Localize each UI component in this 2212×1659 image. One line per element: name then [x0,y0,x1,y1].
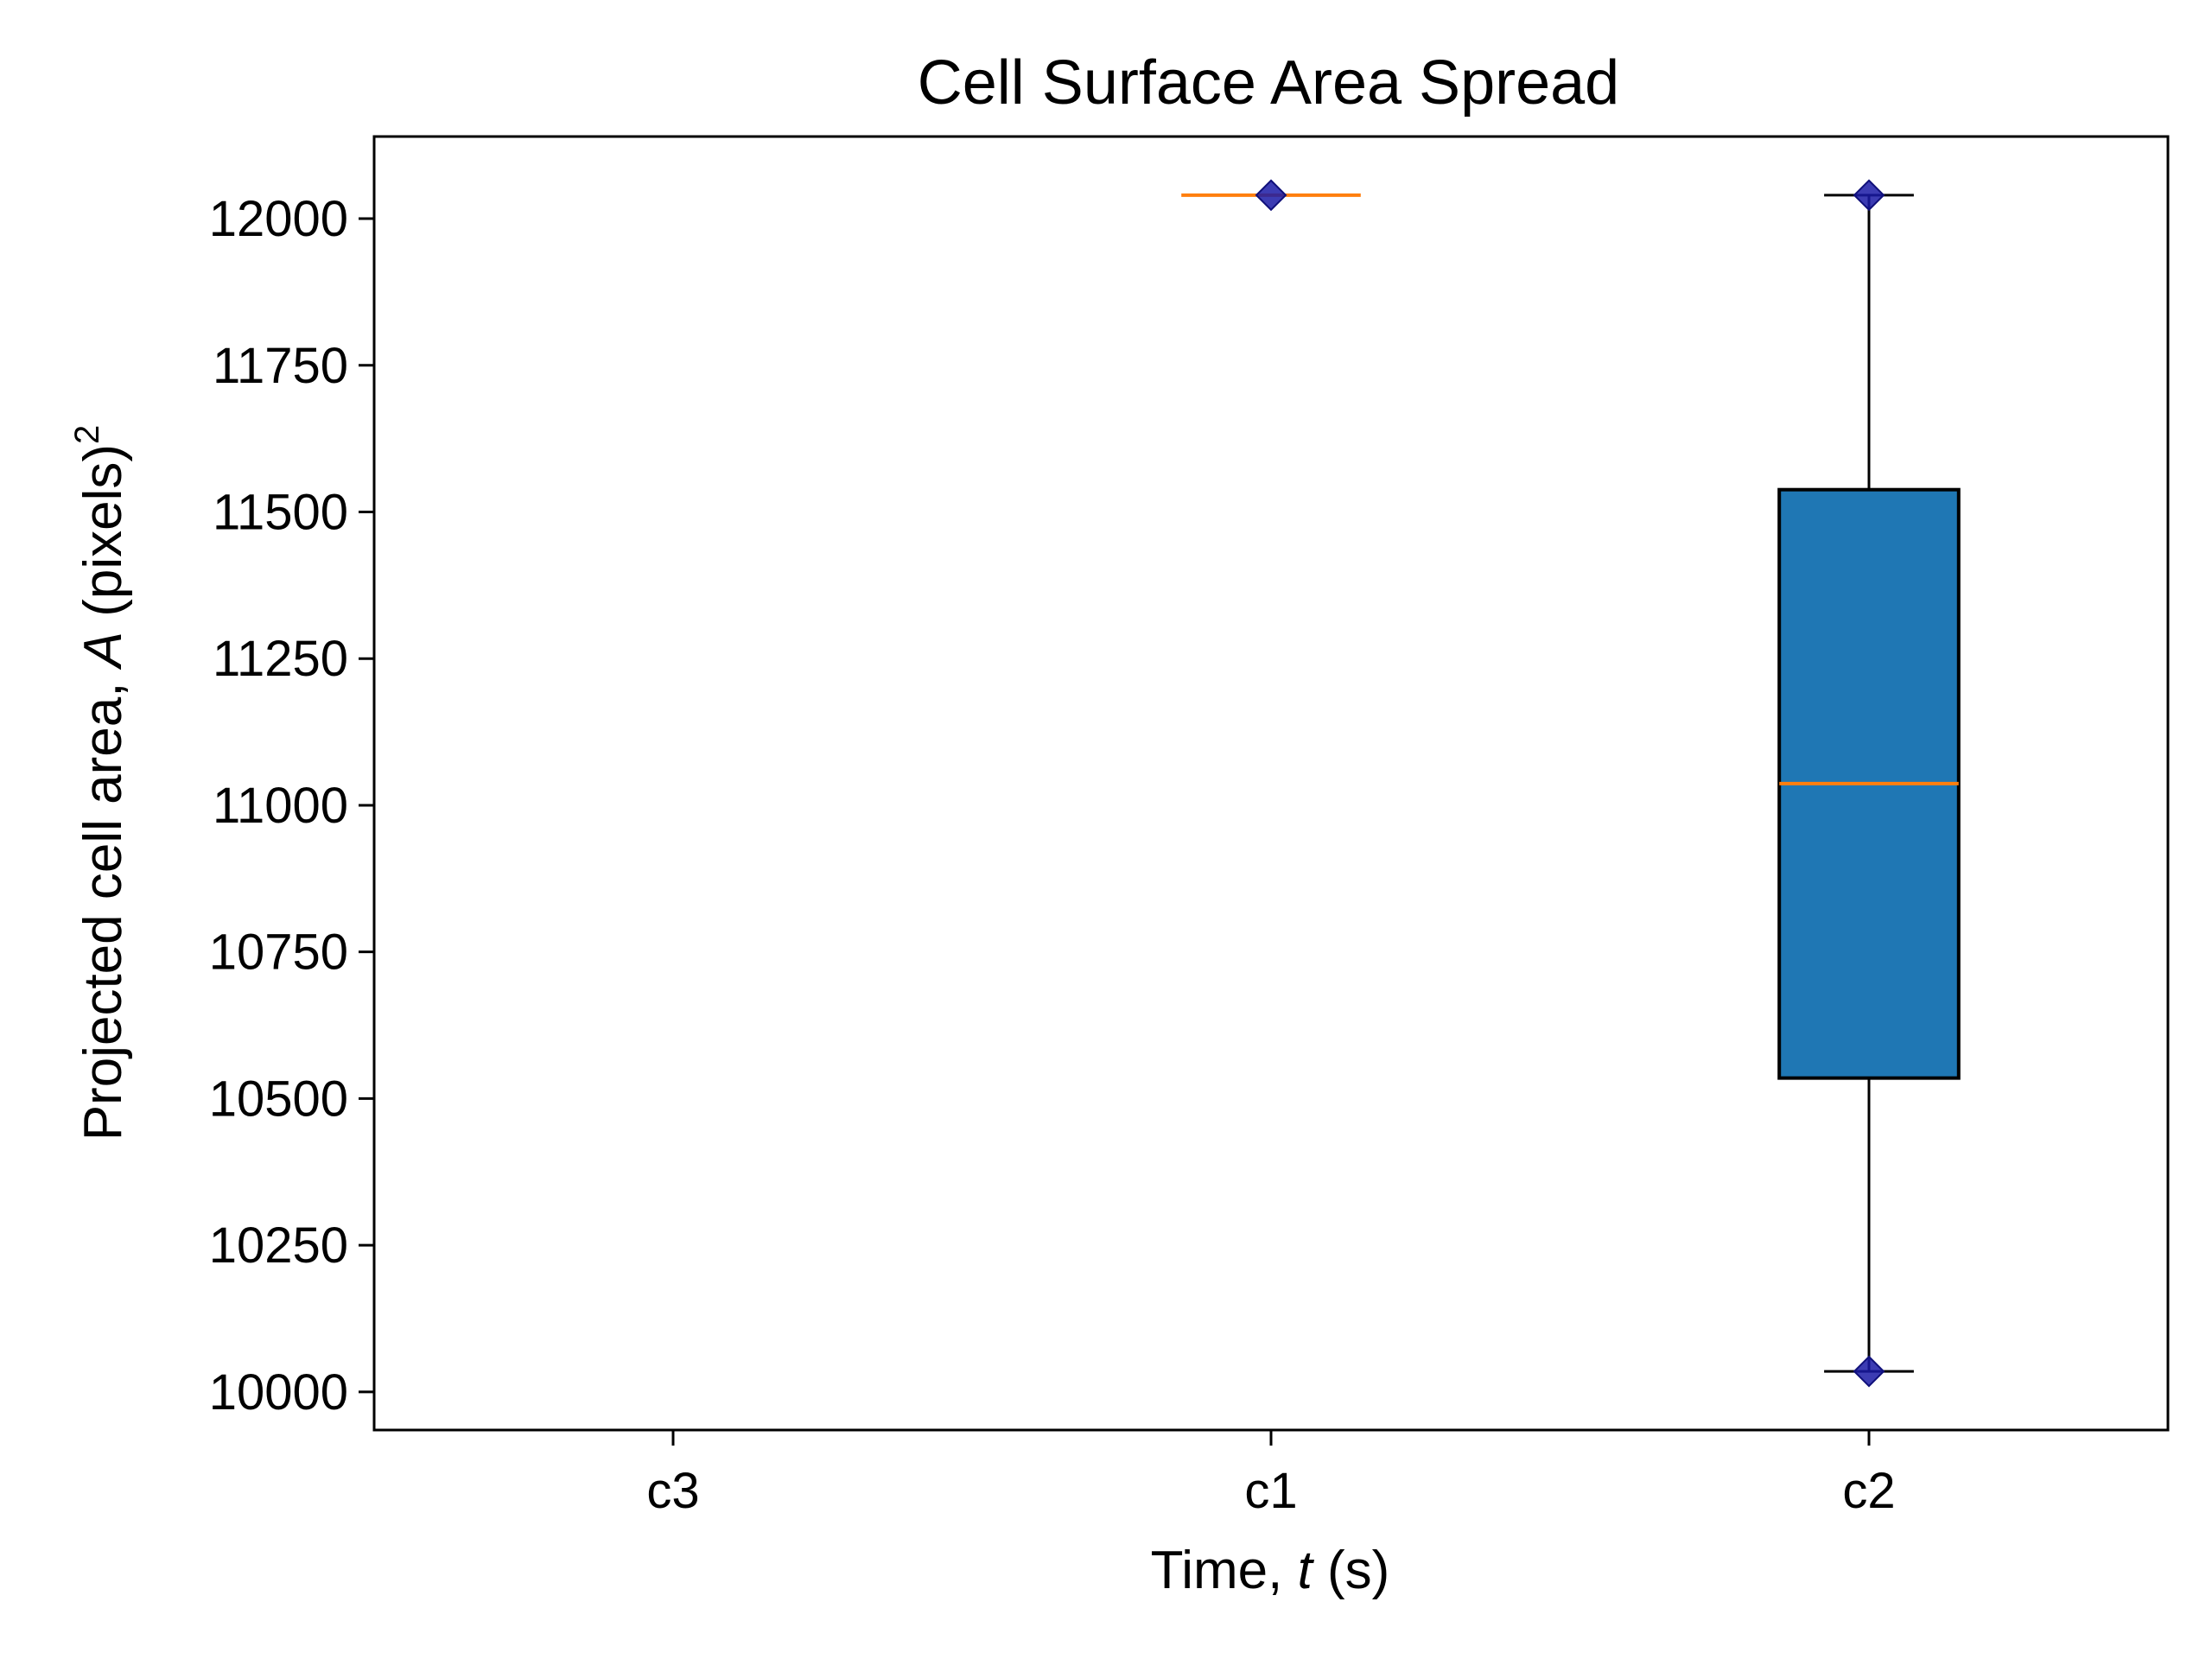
y-tick-label: 12000 [209,191,348,247]
x-axis-title: Time, t (s) [1151,1541,1390,1600]
y-tick-label: 10750 [209,925,348,981]
y-tick-label: 10500 [209,1071,348,1127]
chart-title: Cell Surface Area Spread [918,48,1619,118]
data-point [1853,179,1885,212]
x-tick-label: c1 [1244,1463,1297,1519]
data-point [1255,179,1287,212]
boxes [1181,179,1961,1388]
box-c1 [1181,179,1361,212]
y-tick-label: 10250 [209,1217,348,1274]
box-c2 [1777,179,1961,1388]
y-axis-title: Projected cell area, A (pixels)2 [68,425,133,1141]
y-axis: 10000 10250 10500 10750 11000 11250 11500 11750… [209,191,374,1421]
x-tick-label: c2 [1842,1463,1895,1519]
y-tick-label: 11000 [213,778,348,834]
y-tick-label: 11750 [213,338,348,394]
x-axis: c3 c1 c2 [646,1430,1896,1519]
x-tick-label: c3 [646,1463,699,1519]
y-tick-label: 11500 [213,485,348,541]
y-tick-label: 11250 [213,631,348,687]
y-tick-label: 10000 [209,1364,348,1421]
data-point [1853,1355,1885,1388]
